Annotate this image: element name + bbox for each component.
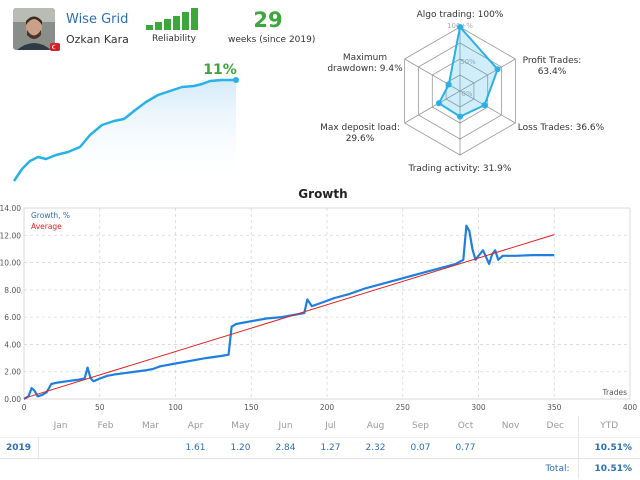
average-series-line (23, 234, 555, 399)
growth-y-tick-label: 0.00 (4, 395, 21, 404)
ytd-header: YTD (577, 416, 640, 438)
radar-point (481, 102, 488, 109)
author-name-link[interactable]: Ozkan Kara (66, 33, 129, 46)
growth-y-tick-label: 10.00 (0, 259, 21, 268)
month-value-cell: 2.32 (353, 437, 398, 459)
radar-point (435, 100, 442, 107)
growth-legend-growth: Growth, % (31, 211, 70, 220)
month-value-cell (488, 437, 533, 459)
growth-x-tick-label: 200 (320, 403, 335, 412)
growth-y-tick-label: 6.00 (4, 313, 21, 322)
mini-chart-area (14, 80, 236, 185)
radar-point (457, 24, 463, 30)
radar-spoke (459, 90, 516, 124)
growth-x-tick-label: 150 (244, 403, 259, 412)
month-header: Oct (443, 416, 488, 438)
growth-x-tick-label: 0 (22, 403, 27, 412)
month-value-cell: 2.84 (263, 437, 308, 459)
growth-y-tick-label: 12.00 (0, 231, 21, 240)
radar-spoke (459, 58, 516, 92)
growth-y-tick-label: 8.00 (4, 286, 21, 295)
total-label: Total: (0, 458, 579, 479)
mini-chart-percent: 11% (203, 62, 237, 78)
month-value-cell: 0.07 (398, 437, 443, 459)
growth-series (23, 224, 555, 400)
radar-point (445, 81, 452, 88)
growth-y-tick-label: 2.00 (4, 368, 21, 377)
radar-spoke (404, 90, 461, 124)
monthly-header-row: Jan Feb Mar Apr May Jun Jul Aug Sep Oct … (0, 416, 640, 438)
month-header: Dec (533, 416, 578, 438)
month-value-cell: 1.27 (308, 437, 353, 459)
radar-point (457, 113, 463, 120)
month-header: May (218, 416, 263, 438)
month-header: Jul (308, 416, 353, 438)
growth-y-tick-label: 14.00 (0, 204, 21, 213)
reliability-bars-icon (146, 8, 198, 30)
month-value-cell (83, 437, 128, 459)
growth-y-tick-label: 4.00 (4, 340, 21, 349)
strategy-name-link[interactable]: Wise Grid (66, 12, 129, 27)
growth-x-tick-label: 100 (168, 403, 183, 412)
month-header: Jan (38, 416, 83, 438)
month-header: Jun (263, 416, 308, 438)
total-value: 10.51% (577, 458, 640, 479)
month-value-cell (533, 437, 578, 459)
month-value-cell: 1.61 (173, 437, 218, 459)
growth-x-tick-label: 350 (547, 403, 562, 412)
radar-points (435, 24, 501, 120)
radar-ring-label-inner: 0% (461, 90, 472, 98)
turkey-flag-icon (50, 36, 60, 51)
monthly-returns-table: Jan Feb Mar Apr May Jun Jul Aug Sep Oct … (0, 416, 640, 479)
radar-label-max-deposit-load: Max deposit load: 29.6% (320, 123, 400, 144)
month-header: Nov (488, 416, 533, 438)
growth-chart: Growth 0.00 2.00 4.00 6.00 8.00 10.00 12.00 14.… (0, 187, 638, 412)
growth-title: Growth (298, 187, 347, 201)
radar-label-max-drawdown: Maximum drawdown: 9.4% (327, 53, 403, 74)
month-header: Aug (353, 416, 398, 438)
radar-point (494, 66, 501, 73)
growth-gridlines (24, 208, 630, 399)
avatar[interactable] (13, 8, 55, 50)
growth-x-ticks: 0 50 100 150 200 250 300 350 400 (22, 403, 638, 412)
weeks-count: 29 (253, 8, 283, 32)
radar-label-trading-activity: Trading activity: 31.9% (408, 164, 512, 174)
month-header: Sep (398, 416, 443, 438)
month-header: Feb (83, 416, 128, 438)
month-value-cell (128, 437, 173, 459)
year-header-cell (0, 416, 38, 438)
year-cell: 2019 (0, 437, 39, 459)
monthly-row-2019: 2019 1.61 1.20 2.84 1.27 2.32 0.07 0.77 … (0, 437, 640, 459)
growth-x-tick-label: 400 (623, 403, 638, 412)
growth-y-ticks: 0.00 2.00 4.00 6.00 8.00 10.00 12.00 14.00 (0, 204, 21, 404)
ytd-value-cell: 10.51% (577, 437, 640, 459)
growth-x-tick-label: 250 (396, 403, 411, 412)
radar-label-profit-trades: Profit Trades: 63.4% (523, 56, 582, 77)
month-value-cell: 0.77 (443, 437, 488, 459)
growth-legend-average: Average (31, 222, 62, 231)
growth-series-line (23, 224, 555, 400)
radar-ring-label-mid: 50% (460, 58, 476, 66)
month-value-cell (38, 437, 83, 459)
mini-growth-chart: 11% (12, 62, 239, 185)
growth-x-axis-label: Trades (602, 388, 628, 397)
radar-chart: 100+% 50% 0% Algo trading: 100% Profit T… (320, 10, 605, 174)
mini-chart-line (12, 78, 236, 182)
radar-value-area (437, 24, 499, 118)
month-value-cell: 1.20 (218, 437, 263, 459)
mini-chart-endpoint (233, 77, 239, 83)
radar-grid (404, 26, 516, 156)
growth-plot-frame (23, 207, 631, 400)
growth-x-tick-label: 50 (95, 403, 105, 412)
weeks-label: weeks (since 2019) (228, 35, 316, 45)
month-header: Apr (173, 416, 218, 438)
growth-x-tick-label: 300 (471, 403, 486, 412)
reliability-label: Reliability (152, 34, 196, 44)
month-header: Mar (128, 416, 173, 438)
radar-label-loss-trades: Loss Trades: 36.6% (518, 123, 605, 133)
monthly-total-row: Total: 10.51% (0, 458, 640, 479)
radar-label-algo-trading: Algo trading: 100% (417, 10, 504, 20)
